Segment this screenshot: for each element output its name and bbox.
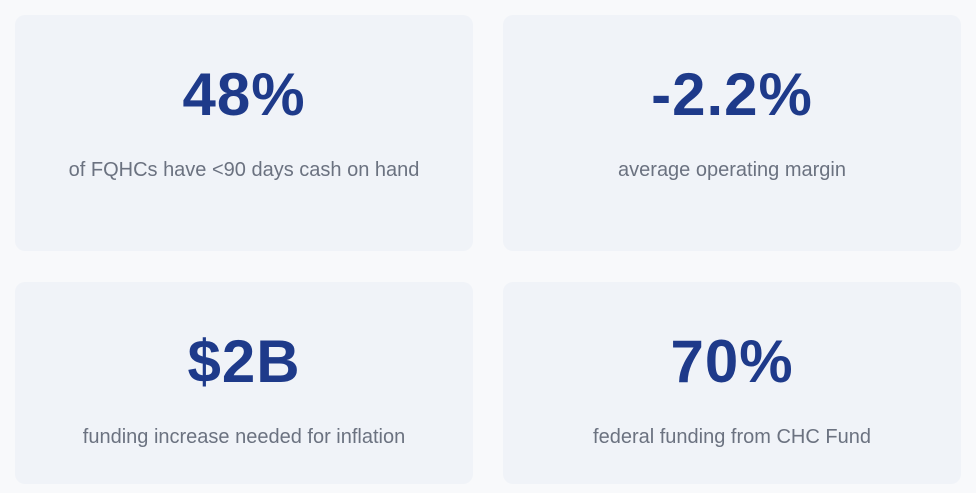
stat-card: $2B funding increase needed for inflatio… [15,282,473,484]
stat-value: 70% [670,328,794,395]
stat-card: 48% of FQHCs have <90 days cash on hand [15,15,473,251]
stat-value: $2B [187,328,301,395]
stat-label: federal funding from CHC Fund [593,426,871,448]
stat-card: 70% federal funding from CHC Fund [503,282,961,484]
stat-label: of FQHCs have <90 days cash on hand [68,159,420,181]
stat-card: -2.2% average operating margin [503,15,961,251]
stat-label: average operating margin [618,159,846,181]
stat-label: funding increase needed for inflation [82,426,406,448]
stat-value: 48% [182,61,306,128]
stat-value: -2.2% [651,61,813,128]
